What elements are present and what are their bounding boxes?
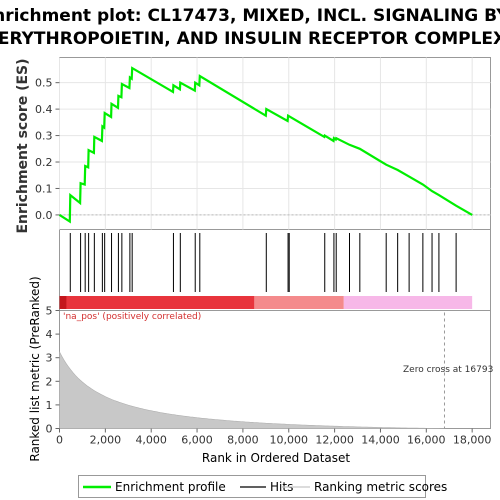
metric-ytick-label: 4: [46, 328, 53, 341]
hit-marks: [69, 233, 457, 292]
metric-ytick-label: 2: [46, 375, 53, 388]
metric-ytick-label: 0: [46, 423, 53, 436]
x-tick-label: 16,000: [407, 434, 446, 447]
zero-cross-label: Zero cross at 16793: [403, 365, 493, 375]
heat-segment-top: [59, 296, 67, 309]
x-tick-label: 10,000: [270, 434, 309, 447]
es-ytick-label: 0.1: [35, 182, 53, 195]
es-y-axis: 0.0 0.1 0.2 0.3 0.4 0.5: [35, 77, 60, 222]
x-axis: 0 2,000 4,000 6,000 8,000 10,000 12,000 14,000 1…: [56, 428, 492, 447]
x-tick-label: 4,000: [135, 434, 167, 447]
heat-segment: [254, 296, 344, 309]
metric-y-axis-label: Ranked list metric (PreRanked): [28, 276, 42, 461]
x-tick-label: 6,000: [181, 434, 213, 447]
es-ytick-label: 0.5: [35, 77, 53, 90]
metric-ytick-label: 3: [46, 352, 53, 365]
es-ytick-label: 0.4: [35, 103, 53, 116]
x-tick-label: 2,000: [90, 434, 122, 447]
legend-metric-label: Ranking metric scores: [314, 480, 447, 494]
x-tick-label: 18,000: [453, 434, 492, 447]
legend-hits-label: Hits: [270, 480, 293, 494]
pos-correlated-label: 'na_pos' (positively correlated): [63, 312, 201, 322]
chart-title-line1: Enrichment plot: CL17473, MIXED, INCL. S…: [0, 6, 500, 26]
enrichment-profile: [58, 66, 473, 224]
legend-profile-label: Enrichment profile: [115, 480, 226, 494]
heat-segment: [343, 296, 473, 309]
es-gridlines: [59, 57, 491, 230]
metric-y-axis: 0 1 2 3 4 5: [46, 305, 60, 436]
metric-area-fill: [59, 351, 445, 429]
metric-area: [59, 312, 445, 429]
metric-ytick-label: 5: [46, 305, 53, 318]
x-tick-label: 12,000: [315, 434, 354, 447]
x-tick-label: 0: [56, 434, 63, 447]
es-ytick-label: 0.2: [35, 156, 53, 169]
x-tick-label: 14,000: [361, 434, 400, 447]
chart-title-line2: ERYTHROPOIETIN, AND INSULIN RECEPTOR COM…: [0, 29, 500, 49]
x-axis-label: Rank in Ordered Dataset: [202, 451, 350, 465]
legend: Enrichment profile Hits Ranking metric s…: [78, 475, 447, 498]
es-y-axis-label: Enrichment score (ES): [15, 58, 31, 233]
x-tick-label: 8,000: [227, 434, 259, 447]
heat-segment: [59, 296, 255, 309]
es-panel: [59, 57, 491, 230]
es-ytick-label: 0.0: [35, 209, 53, 222]
es-ytick-label: 0.3: [35, 130, 53, 143]
metric-ytick-label: 1: [46, 399, 53, 412]
enrichment-profile-line: [58, 66, 473, 224]
ranking-heat-bar: [59, 296, 473, 309]
